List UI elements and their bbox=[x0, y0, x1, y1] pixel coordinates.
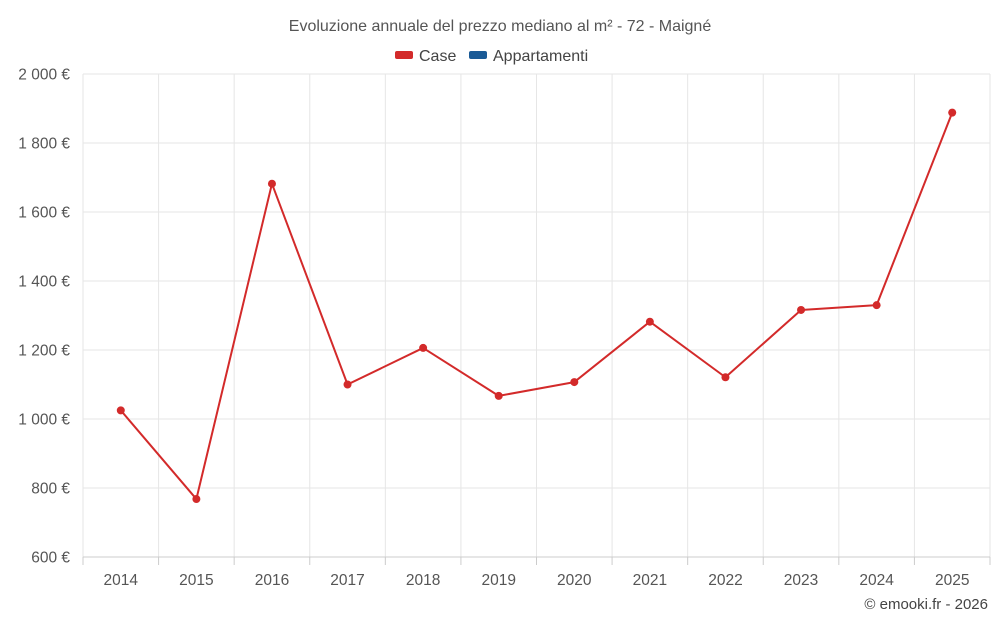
axes: 600 € 800 € 1 000 € 1 200 € 1 400 € 1 600 € 1 … bbox=[18, 67, 991, 589]
y-tick-label: 1 200 € bbox=[18, 343, 70, 360]
y-tick-label: 1 800 € bbox=[18, 136, 70, 153]
data-point-2019[interactable] bbox=[494, 391, 503, 400]
x-tick-label: 2023 bbox=[784, 572, 818, 589]
legend: Case Appartamenti bbox=[395, 48, 588, 65]
data-point-2021[interactable] bbox=[645, 317, 654, 326]
legend-label-case: Case bbox=[419, 48, 456, 65]
y-tick-label: 600 € bbox=[31, 550, 70, 567]
x-tick-label: 2014 bbox=[104, 572, 139, 589]
x-tick-label: 2019 bbox=[481, 572, 515, 589]
y-tick-label: 800 € bbox=[31, 481, 70, 498]
data-point-2017[interactable] bbox=[343, 380, 352, 389]
grid bbox=[82, 73, 991, 557]
data-point-2016[interactable] bbox=[267, 179, 276, 188]
x-tick-label: 2017 bbox=[330, 572, 364, 589]
x-tick-label: 2022 bbox=[708, 572, 742, 589]
y-tick-label: 1 000 € bbox=[18, 412, 70, 429]
x-tick-label: 2025 bbox=[935, 572, 969, 589]
x-tick-label: 2015 bbox=[179, 572, 213, 589]
x-tick-label: 2018 bbox=[406, 572, 440, 589]
data-point-2022[interactable] bbox=[721, 373, 730, 382]
data-point-2020[interactable] bbox=[570, 378, 579, 387]
legend-swatch-appartamenti bbox=[469, 51, 487, 59]
x-tick-label: 2016 bbox=[255, 572, 289, 589]
series-line-case bbox=[120, 112, 954, 501]
legend-swatch-case bbox=[395, 51, 413, 59]
data-point-2024[interactable] bbox=[872, 301, 881, 310]
series bbox=[116, 108, 957, 504]
y-tick-label: 2 000 € bbox=[18, 67, 70, 84]
x-tick-label: 2024 bbox=[859, 572, 894, 589]
data-point-2025[interactable] bbox=[948, 108, 957, 117]
data-point-2023[interactable] bbox=[797, 305, 806, 314]
x-tick-label: 2021 bbox=[633, 572, 667, 589]
data-point-2015[interactable] bbox=[192, 495, 201, 504]
x-tick-label: 2020 bbox=[557, 572, 592, 589]
legend-item-appartamenti[interactable]: Appartamenti bbox=[469, 48, 588, 65]
legend-item-case[interactable]: Case bbox=[395, 48, 456, 65]
legend-label-appartamenti: Appartamenti bbox=[493, 48, 588, 65]
data-point-2014[interactable] bbox=[116, 406, 125, 415]
credit-text[interactable]: © emooki.fr - 2026 bbox=[864, 596, 988, 613]
chart-title: Evoluzione annuale del prezzo mediano al… bbox=[289, 18, 712, 35]
data-point-2018[interactable] bbox=[419, 343, 428, 352]
y-tick-label: 1 400 € bbox=[18, 274, 70, 291]
y-tick-label: 1 600 € bbox=[18, 205, 70, 222]
